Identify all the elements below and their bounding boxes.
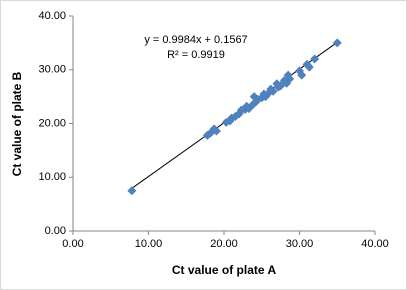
x-tick-label: 0.00 <box>62 238 83 250</box>
point <box>304 62 314 72</box>
point <box>249 92 259 102</box>
x-tick-label: 10.00 <box>135 238 163 250</box>
x-tick-label: 30.00 <box>286 238 314 250</box>
point <box>285 74 295 84</box>
trendline-r2: R² = 0.9919 <box>167 49 225 61</box>
y-tick-label: 30.00 <box>38 64 66 76</box>
point <box>297 70 307 80</box>
trendline-equation: y = 0.9984x + 0.1567 <box>144 34 247 46</box>
point <box>127 186 137 196</box>
point <box>310 54 320 64</box>
x-axis-title: Ct value of plate A <box>172 263 277 277</box>
x-tick-label: 40.00 <box>361 238 389 250</box>
x-tick-label: 20.00 <box>210 238 238 250</box>
y-tick-label: 20.00 <box>38 117 66 129</box>
point <box>268 86 278 96</box>
y-axis-title: Ct value of plate B <box>10 71 24 176</box>
y-tick-label: 0.00 <box>45 225 66 237</box>
point <box>211 126 221 136</box>
y-tick-label: 10.00 <box>38 171 66 183</box>
y-tick-label: 40.00 <box>38 10 66 22</box>
point <box>332 38 342 48</box>
